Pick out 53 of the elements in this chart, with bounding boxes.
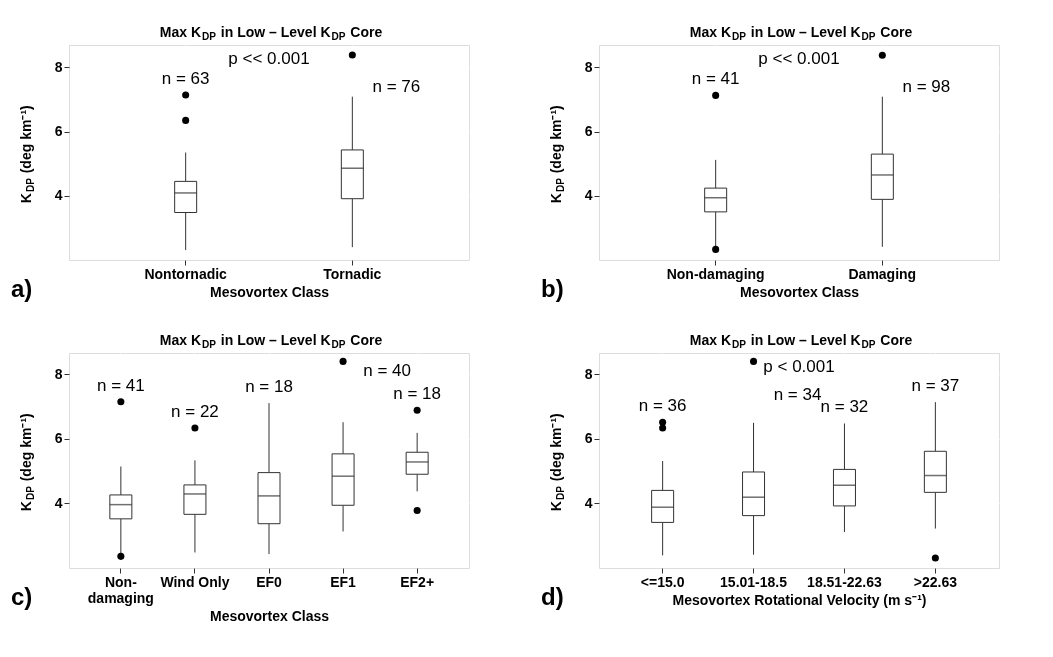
x-tick-label: 18.51-22.63 [807,573,883,590]
annotation: n = 98 [902,76,951,96]
annotation: n = 40 [363,360,411,380]
x-tick-label: Non-damaging [87,573,154,606]
x-tick-label: <=15.0 [640,573,685,590]
x-tick-label: EF1 [330,573,357,590]
y-axis-title: KDP (deg km⁻¹) [548,413,566,512]
annotation: n = 36 [638,396,687,416]
text: d) [541,583,564,610]
annotation: n = 18 [393,384,442,404]
x-tick-label: 15.01-18.5 [720,573,788,590]
annotation: p << 0.001 [758,49,840,68]
y-tick-label: 8 [584,365,593,382]
y-tick-label: 4 [584,187,593,204]
x-axis-title: Mesovortex Class [209,283,330,300]
y-tick-label: 6 [584,430,593,447]
annotation: n = 63 [161,69,210,89]
y-axis-title: KDP (deg km⁻¹) [18,413,36,512]
y-tick-label: 4 [584,494,593,511]
y-tick-label: 8 [54,58,63,75]
y-tick-label: 4 [54,494,63,511]
x-tick-label: Nontornadic [144,265,228,282]
annotation: n = 34 [773,385,822,405]
y-tick-label: 6 [584,123,593,140]
annotation: n = 76 [372,76,421,96]
x-tick-label: Wind Only [160,573,230,590]
x-tick-label: EF2+ [400,573,435,590]
x-axis-title: Mesovortex Class [209,607,330,624]
y-tick-label: 8 [584,58,593,75]
annotation: p << 0.001 [228,49,310,68]
annotation: n = 37 [911,376,960,396]
y-tick-label: 6 [54,123,63,140]
text: a) [11,275,33,302]
x-axis-title: Mesovortex Class [739,283,860,300]
x-tick-label: Tornadic [323,265,382,282]
y-axis-title: KDP (deg km⁻¹) [18,105,36,204]
annotation: n = 41 [96,375,145,395]
x-tick-label: Non-damaging [666,265,765,282]
x-tick-label: Damaging [848,265,917,282]
text: c) [11,583,33,610]
annotation: n = 41 [691,69,740,89]
y-tick-label: 8 [54,365,63,382]
x-axis-title: Mesovortex Rotational Velocity (m s⁻¹) [672,591,927,608]
x-tick-label: EF0 [256,573,283,590]
y-tick-label: 4 [54,187,63,204]
x-tick-label: >22.63 [913,573,958,590]
annotation: n = 18 [245,377,293,397]
y-axis-title: KDP (deg km⁻¹) [548,105,566,204]
annotation: n = 32 [820,397,869,417]
annotation: n = 22 [171,402,219,422]
annotation: p < 0.001 [763,357,835,376]
text: b) [541,275,564,302]
y-tick-label: 6 [54,430,63,447]
